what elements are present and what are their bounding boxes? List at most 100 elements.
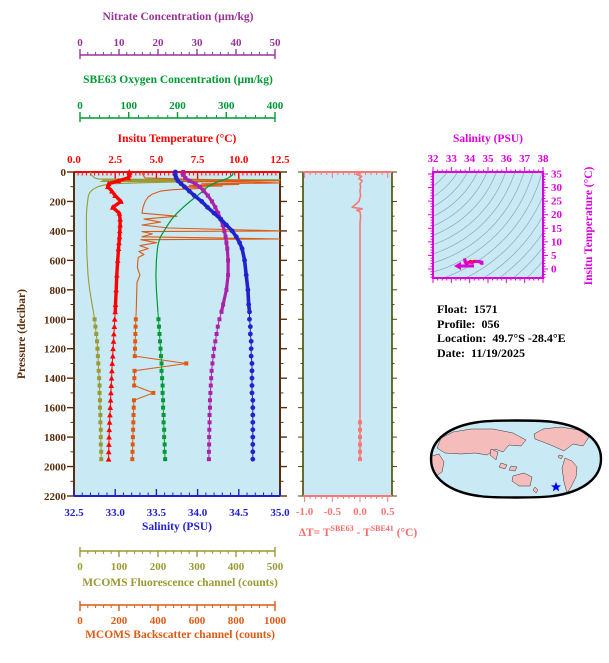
oxygen-series [155,171,234,462]
svg-text:35.0: 35.0 [270,507,290,519]
svg-text:0.5: 0.5 [381,506,395,518]
ts-plot-bg [433,172,543,278]
svg-text:1000: 1000 [264,615,287,627]
delta-t-axis-title: ΔT= TSBE63 - TSBE41 (°C) [299,524,418,539]
svg-text:34.0: 34.0 [188,507,208,519]
svg-text:30: 30 [551,182,563,194]
salinity-axis-title: Salinity (PSU) [142,521,212,533]
svg-text:-0.5: -0.5 [324,506,342,518]
svg-text:15: 15 [551,223,563,235]
map-south-america [561,457,578,494]
svg-text:400: 400 [267,100,284,112]
map-outline [429,419,603,499]
delta-t-panel: -1.0 -0.5 0.0 0.5 [296,171,397,518]
temperature-series [104,169,133,462]
svg-text:0: 0 [77,37,83,49]
svg-text:33.0: 33.0 [106,507,126,519]
oxygen-axis-title: SBE63 Oxygen Concentration (µm/kg) [83,74,273,86]
svg-text:0: 0 [77,561,83,573]
svg-text:5.0: 5.0 [150,154,164,166]
fluorescence-axis: 0 100 200 300 400 500 [77,547,284,573]
svg-text:500: 500 [267,561,284,573]
svg-text:2200: 2200 [44,491,67,503]
svg-text:600: 600 [189,615,206,627]
delta-t-title-part: ΔT= T [298,526,331,539]
svg-text:12.5: 12.5 [270,154,290,166]
svg-text:25: 25 [551,196,563,208]
float-position-star [551,482,561,492]
backscatter-series [130,171,281,462]
delta-t-title-sup1: SBE63 [330,524,354,533]
svg-text:10: 10 [114,37,126,49]
pressure-axis-title: Pressure (decibar) [16,289,28,379]
ts-surface-arrow [454,262,474,270]
delta-t-series [351,171,364,462]
map-seasia-islands [498,462,508,470]
svg-text:10: 10 [551,236,563,248]
world-map [429,419,603,499]
ts-curve [454,258,484,270]
svg-text:400: 400 [228,561,245,573]
svg-text:35: 35 [483,153,495,165]
svg-text:0.0: 0.0 [353,506,367,518]
map-north-america [533,426,590,452]
map-eurasia [436,428,527,456]
svg-text:0: 0 [77,615,83,627]
main-plot-bg [74,172,280,496]
svg-text:50: 50 [270,37,282,49]
svg-text:36: 36 [501,153,513,165]
svg-text:34: 34 [464,153,476,165]
main-plot-frame: 0.0 2.5 5.0 7.5 10.0 12.5 0 200 400 600 800 1000 120… [44,154,290,519]
svg-text:0: 0 [61,167,67,179]
plot-backgrounds [74,172,543,496]
svg-text:40: 40 [231,37,243,49]
svg-text:1400: 1400 [44,373,67,385]
delta-t-title-part: - T [353,526,371,539]
svg-text:0.0: 0.0 [67,154,81,166]
svg-text:2.5: 2.5 [108,154,122,166]
svg-text:33: 33 [446,153,458,165]
svg-text:33.5: 33.5 [147,507,167,519]
svg-text:35: 35 [551,169,563,181]
backscatter-axis: 0 200 400 600 800 1000 [77,601,287,627]
salinity-series [172,169,256,462]
map-seasia-islands [508,465,518,472]
svg-text:5: 5 [551,250,557,262]
nitrate-axis: 0 10 20 30 40 50 [77,37,281,59]
svg-text:300: 300 [218,100,235,112]
nitrate-axis-title: Nitrate Concentration (µm/kg) [102,11,254,23]
svg-text:32.5: 32.5 [64,507,84,519]
svg-text:2000: 2000 [44,462,67,474]
ts-temperature-axis-title: Insitu Temperature (°C) [583,166,595,286]
delta-t-title-sup2: SBE41 [370,524,394,533]
svg-text:100: 100 [121,100,138,112]
svg-text:400: 400 [150,615,167,627]
oxygen-axis: 0 100 200 300 400 [77,100,284,122]
map-new-zealand [532,486,539,494]
date-info-line: Date: 11/19/2025 [437,345,525,360]
map-cuba [557,454,564,460]
svg-text:200: 200 [50,196,67,208]
ts-salinity-axis-title: Salinity (PSU) [453,133,523,145]
svg-text:200: 200 [169,100,186,112]
svg-text:600: 600 [50,255,67,267]
location-info-line: Location: 49.7°S -28.4°E [437,331,566,345]
map-land [431,423,590,494]
map-india [489,448,499,461]
svg-text:1000: 1000 [44,314,67,326]
svg-text:100: 100 [111,561,128,573]
map-australia [511,472,533,487]
svg-text:0: 0 [77,100,83,112]
svg-text:20: 20 [551,209,563,221]
svg-text:300: 300 [189,561,206,573]
svg-text:200: 200 [150,561,167,573]
svg-text:37: 37 [519,153,531,165]
delta-t-plot-bg [303,172,392,496]
fluorescence-axis-title: MCOMS Fluorescence channel (counts) [82,577,278,589]
profile-info-line: Profile: 056 [437,316,500,331]
svg-text:-1.0: -1.0 [296,506,314,518]
svg-text:32: 32 [428,153,440,165]
